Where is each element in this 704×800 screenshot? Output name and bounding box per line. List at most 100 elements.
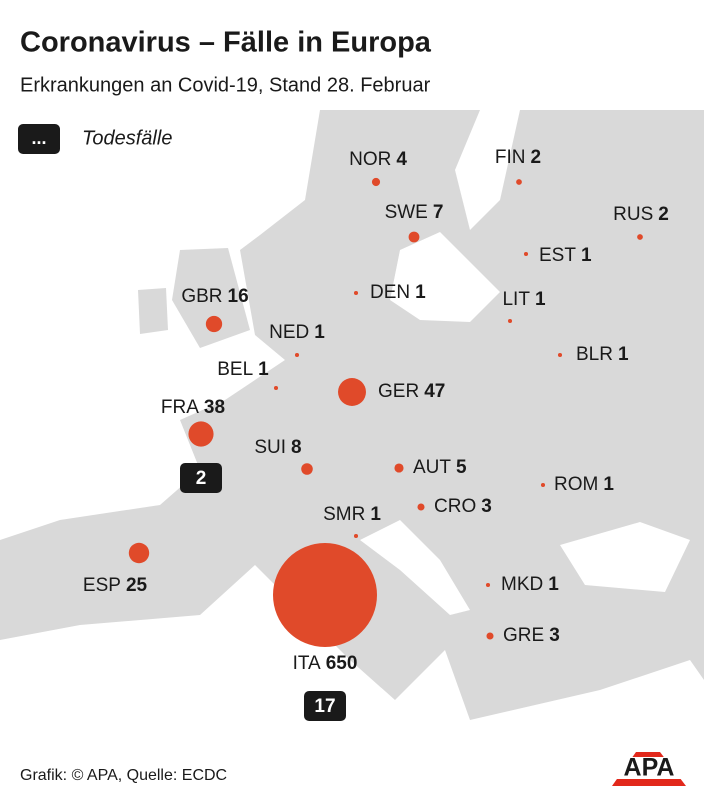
case-count: 650 [326,653,358,674]
logo: APA [624,754,675,782]
case-count: 4 [396,149,407,170]
country-code: BEL [217,359,253,380]
death-count: 17 [314,696,335,717]
case-bubble [394,463,404,473]
country-code: ESP [83,575,121,596]
case-count: 1 [618,344,629,365]
case-bubble [128,542,150,564]
country-code: GBR [181,286,222,307]
country-code: ROM [554,474,598,495]
case-count: 2 [531,147,542,168]
country-label: BLR 1 [576,344,629,365]
country-code: EST [539,245,576,266]
country-label: FRA 38 [161,397,225,418]
case-bubble [523,251,529,257]
case-bubble [273,385,279,391]
case-count: 5 [456,457,467,478]
country-label: ITA 650 [293,653,358,674]
country-label: CRO 3 [434,496,492,517]
country-label: LIT 1 [502,289,545,310]
case-bubble [353,290,359,296]
case-bubble [516,179,522,185]
case-bubble [301,463,313,475]
country-label: NED 1 [269,322,325,343]
case-bubble [507,318,513,324]
case-count: 2 [658,204,669,225]
country-code: SUI [254,437,286,458]
subtitle: Erkrankungen an Covid-19, Stand 28. Febr… [20,74,431,96]
case-bubble [273,543,377,647]
case-count: 8 [291,437,302,458]
case-bubble [486,632,494,640]
country-label: SUI 8 [254,437,301,458]
case-bubble [353,533,359,539]
country-label: RUS 2 [613,204,669,225]
country-label: SWE 7 [385,202,444,223]
country-code: SMR [323,504,365,525]
case-count: 1 [603,474,614,495]
case-count: 3 [481,496,492,517]
legend-label: Todesfälle [82,127,172,149]
legend-box-text: ... [31,128,46,148]
country-code: NED [269,322,309,343]
footer: Grafik: © APA, Quelle: ECDC [20,767,227,784]
case-count: 1 [370,504,381,525]
country-label: GBR 16 [181,286,248,307]
death-box [180,463,222,493]
country-code: FRA [161,397,199,418]
country-label: MKD 1 [501,574,559,595]
case-count: 7 [433,202,444,223]
case-bubble [188,421,214,447]
case-bubble [637,234,643,240]
case-count: 1 [258,359,269,380]
country-label: EST 1 [539,245,592,266]
case-count: 1 [314,322,325,343]
case-bubble [294,352,300,358]
country-code: FIN [495,147,526,168]
logo-bg [610,757,688,779]
case-bubble [371,177,381,187]
case-bubble [205,315,223,333]
country-code: GRE [503,625,544,646]
country-code: GER [378,381,419,402]
country-label: NOR 4 [349,149,407,170]
case-count: 1 [415,282,426,303]
basemap [0,110,704,750]
country-code: ITA [293,653,321,674]
case-bubble [557,352,563,358]
country-label: BEL 1 [217,359,269,380]
country-code: CRO [434,496,476,517]
legend-box [18,124,60,154]
case-bubble [338,378,366,406]
country-code: NOR [349,149,391,170]
country-code: BLR [576,344,613,365]
case-count: 16 [228,286,249,307]
country-code: RUS [613,204,653,225]
country-label: AUT 5 [413,457,467,478]
case-bubble [417,503,425,511]
case-bubble [485,582,491,588]
country-code: LIT [502,289,530,310]
title: Coronavirus – Fälle in Europa [20,27,432,59]
case-bubble [540,482,546,488]
country-code: SWE [385,202,428,223]
death-count: 2 [196,468,207,489]
country-label: ROM 1 [554,474,614,495]
country-label: ESP 25 [83,575,148,596]
country-code: AUT [413,457,451,478]
case-bubble [408,231,420,243]
case-count: 1 [581,245,592,266]
country-label: DEN 1 [370,282,426,303]
case-count: 1 [535,289,546,310]
country-label: GER 47 [378,381,445,402]
case-count: 38 [204,397,225,418]
country-label: SMR 1 [323,504,381,525]
case-count: 25 [126,575,148,596]
country-code: MKD [501,574,543,595]
country-label: FIN 2 [495,147,541,168]
country-code: DEN [370,282,410,303]
country-label: GRE 3 [503,625,560,646]
case-count: 3 [549,625,560,646]
